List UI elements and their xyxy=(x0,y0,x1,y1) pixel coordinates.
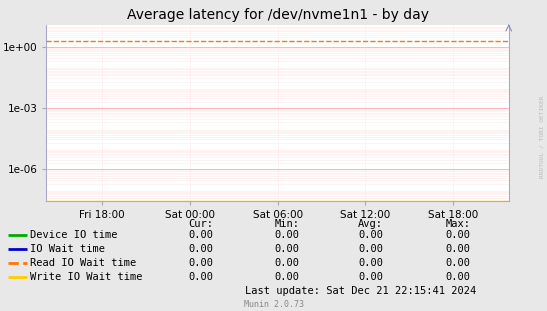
Text: 0.00: 0.00 xyxy=(445,244,470,254)
Text: 0.00: 0.00 xyxy=(275,258,300,268)
Text: Read IO Wait time: Read IO Wait time xyxy=(30,258,136,268)
Text: 0.00: 0.00 xyxy=(445,230,470,240)
Text: Max:: Max: xyxy=(445,219,470,229)
Text: 0.00: 0.00 xyxy=(188,230,213,240)
Text: Munin 2.0.73: Munin 2.0.73 xyxy=(243,299,304,309)
Text: 0.00: 0.00 xyxy=(188,244,213,254)
Title: Average latency for /dev/nvme1n1 - by day: Average latency for /dev/nvme1n1 - by da… xyxy=(126,8,429,22)
Text: 0.00: 0.00 xyxy=(358,272,383,282)
Text: RRDTOOL / TOBI OETIKER: RRDTOOL / TOBI OETIKER xyxy=(539,95,544,178)
Text: 0.00: 0.00 xyxy=(275,272,300,282)
Text: 0.00: 0.00 xyxy=(188,258,213,268)
Text: 0.00: 0.00 xyxy=(188,272,213,282)
Text: Write IO Wait time: Write IO Wait time xyxy=(30,272,143,282)
Text: Min:: Min: xyxy=(275,219,300,229)
Text: 0.00: 0.00 xyxy=(358,230,383,240)
Text: IO Wait time: IO Wait time xyxy=(30,244,105,254)
Text: Last update: Sat Dec 21 22:15:41 2024: Last update: Sat Dec 21 22:15:41 2024 xyxy=(245,286,476,296)
Text: Device IO time: Device IO time xyxy=(30,230,118,240)
Text: 0.00: 0.00 xyxy=(358,258,383,268)
Text: Avg:: Avg: xyxy=(358,219,383,229)
Text: 0.00: 0.00 xyxy=(445,272,470,282)
Text: 0.00: 0.00 xyxy=(275,244,300,254)
Text: 0.00: 0.00 xyxy=(445,258,470,268)
Text: 0.00: 0.00 xyxy=(358,244,383,254)
Text: Cur:: Cur: xyxy=(188,219,213,229)
Text: 0.00: 0.00 xyxy=(275,230,300,240)
